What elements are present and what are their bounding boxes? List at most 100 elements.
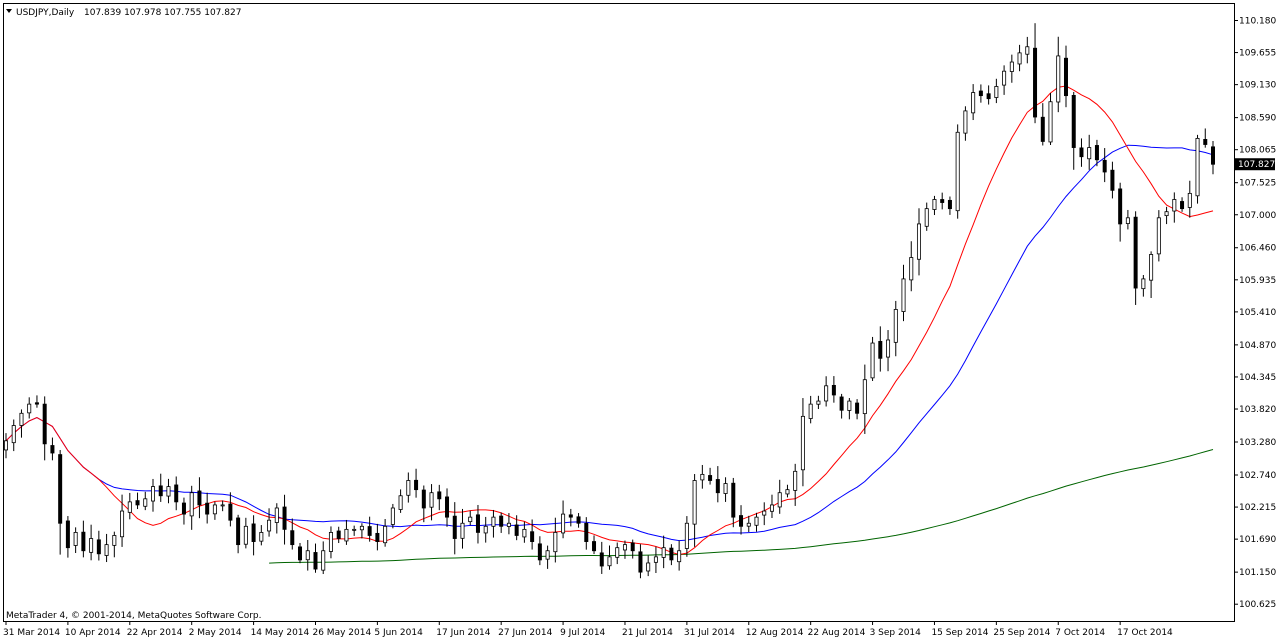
candle-body — [785, 489, 790, 495]
candle — [994, 78, 999, 104]
candle — [545, 545, 550, 569]
candle-body — [27, 403, 32, 414]
candle-body — [19, 412, 24, 426]
candle-body — [452, 515, 457, 539]
candle-body — [483, 525, 488, 534]
y-tick-label: 105.410 — [1239, 308, 1276, 318]
candle — [1187, 180, 1192, 218]
candle — [197, 477, 202, 519]
candle — [65, 516, 70, 558]
candle — [151, 478, 156, 512]
x-tick-label: 2 May 2014 — [189, 628, 242, 638]
current-price-tag: 107.827 — [1235, 158, 1275, 171]
candle-body — [1203, 139, 1208, 145]
candle — [475, 504, 480, 544]
candle-body — [723, 483, 728, 494]
candle — [1203, 128, 1208, 148]
candle-body — [104, 544, 109, 556]
candle-body — [406, 480, 411, 496]
candle-body — [839, 396, 844, 411]
candle — [754, 512, 759, 532]
candle — [421, 485, 426, 523]
candle-body — [607, 556, 612, 567]
candle — [514, 515, 519, 541]
candle-body — [994, 86, 999, 98]
candle-body — [290, 530, 295, 546]
candle-body — [576, 516, 581, 524]
candle-body — [1141, 278, 1146, 290]
symbol-label: USDJPY,Daily — [16, 8, 75, 18]
candle-body — [677, 550, 682, 563]
candle — [1110, 161, 1115, 199]
dropdown-triangle-icon[interactable] — [6, 9, 12, 13]
y-tick-label: 108.065 — [1239, 146, 1276, 156]
candle — [986, 85, 991, 105]
candle-body — [886, 339, 891, 358]
plot-frame — [3, 3, 1235, 622]
candle-body — [4, 440, 9, 451]
candle-body — [328, 532, 333, 552]
candle — [499, 512, 504, 533]
candle-body — [537, 543, 542, 561]
x-tick-label: 26 May 2014 — [312, 628, 371, 638]
candle — [1149, 251, 1154, 299]
candle — [274, 503, 279, 534]
chart-header: USDJPY,Daily 107.839 107.978 107.755 107… — [6, 8, 241, 18]
y-tick-label: 101.150 — [1239, 568, 1276, 578]
candle-body — [445, 496, 450, 518]
candle-body — [855, 402, 860, 414]
candle — [220, 500, 225, 512]
candle — [584, 517, 589, 550]
candle — [321, 541, 326, 575]
candle — [42, 396, 47, 461]
candle — [940, 192, 945, 210]
candle-body — [259, 532, 264, 542]
candle-body — [514, 524, 519, 536]
x-tick-label: 15 Sep 2014 — [931, 628, 988, 638]
candle-body — [158, 485, 163, 497]
candle-body — [321, 550, 326, 571]
x-tick-label: 5 Jun 2014 — [374, 628, 423, 638]
candle-body — [862, 379, 867, 415]
candle-body — [1195, 137, 1200, 197]
candle — [646, 555, 651, 577]
candle-body — [375, 532, 380, 542]
x-axis: 31 Mar 2014 10 Apr 2014 22 Apr 2014 2 May 2… — [3, 621, 1173, 638]
candle-body — [715, 479, 720, 494]
candle — [793, 463, 798, 506]
y-tick-label: 109.655 — [1239, 49, 1276, 59]
y-tick-label: 102.740 — [1239, 471, 1276, 481]
candle — [684, 516, 689, 557]
candle — [236, 514, 241, 554]
candle-body — [870, 342, 875, 379]
candle-body — [816, 400, 821, 405]
y-tick-label: 104.345 — [1239, 373, 1276, 383]
candle — [259, 525, 264, 546]
candle — [460, 508, 465, 549]
candle-body — [530, 531, 535, 542]
y-tick-label: 104.870 — [1239, 341, 1276, 351]
candle-body — [174, 484, 179, 503]
candle-body — [947, 199, 952, 210]
candle — [607, 545, 612, 570]
candle-body — [561, 513, 566, 534]
candle-body — [135, 500, 140, 506]
candle-body — [878, 340, 883, 359]
candle-body — [1033, 47, 1038, 118]
candle — [1164, 206, 1169, 225]
candle — [886, 330, 891, 372]
candle — [932, 195, 937, 216]
candle-body — [367, 526, 372, 536]
candle — [1102, 148, 1107, 183]
candle — [947, 196, 952, 215]
candle-body — [638, 551, 643, 573]
candle — [978, 84, 983, 103]
x-tick-label: 3 Sep 2014 — [870, 628, 922, 638]
candle-body — [1002, 70, 1007, 86]
candle-body — [1009, 61, 1014, 72]
candle — [50, 437, 55, 461]
candle-body — [383, 525, 388, 544]
price-tag-label: 107.827 — [1238, 160, 1275, 170]
candle — [352, 525, 357, 536]
x-tick-label: 22 Apr 2014 — [127, 628, 183, 638]
